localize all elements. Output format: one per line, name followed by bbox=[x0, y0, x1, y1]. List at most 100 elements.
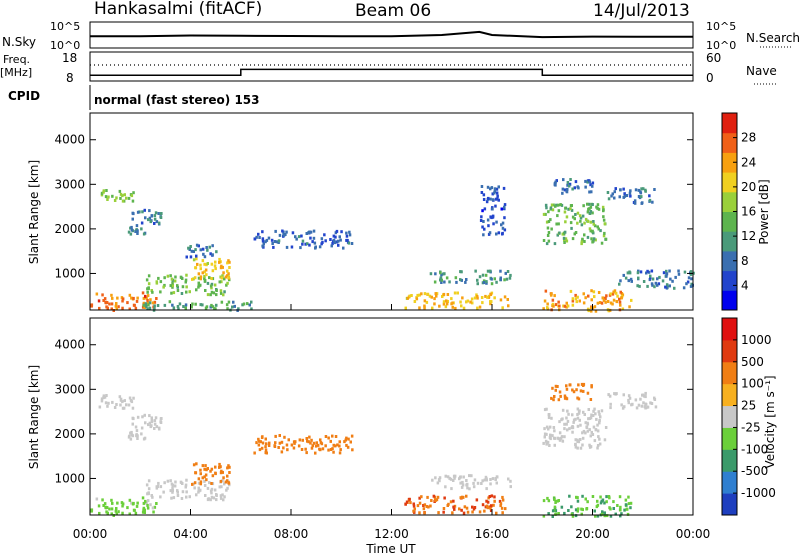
heatmap-cell bbox=[423, 503, 427, 507]
heatmap-cell bbox=[649, 274, 652, 278]
heatmap-cell bbox=[142, 508, 145, 512]
heatmap-cell bbox=[453, 504, 457, 508]
heatmap-cell bbox=[142, 501, 146, 505]
heatmap-cell bbox=[567, 509, 570, 512]
heatmap-cell bbox=[107, 401, 110, 405]
heatmap-cell bbox=[496, 194, 499, 198]
heatmap-cell bbox=[493, 191, 496, 195]
heatmap-cell bbox=[671, 279, 674, 283]
heatmap-cell bbox=[211, 253, 214, 257]
heatmap-cell bbox=[199, 263, 202, 267]
heatmap-cell bbox=[159, 216, 163, 219]
heatmap-cell bbox=[441, 295, 444, 298]
heatmap-cell bbox=[153, 214, 157, 218]
heatmap-cell bbox=[439, 278, 442, 282]
heatmap-cell bbox=[692, 271, 695, 275]
heatmap-cell bbox=[557, 203, 560, 207]
heatmap-cell bbox=[489, 187, 492, 191]
heatmap-cell bbox=[344, 438, 347, 442]
heatmap-cell bbox=[577, 411, 581, 415]
heatmap-cell bbox=[209, 293, 212, 297]
heatmap-cell bbox=[297, 235, 301, 239]
heatmap-cell bbox=[575, 495, 578, 499]
heatmap-cell bbox=[482, 279, 486, 283]
heatmap-cell bbox=[153, 217, 157, 221]
heatmap-cell bbox=[433, 302, 436, 306]
heatmap-cell bbox=[428, 294, 432, 298]
heatmap-cell bbox=[487, 295, 491, 299]
heatmap-cell bbox=[422, 504, 425, 507]
heatmap-cell bbox=[542, 441, 545, 445]
heatmap-cell bbox=[260, 446, 264, 450]
heatmap-cell bbox=[290, 245, 294, 249]
heatmap-cell bbox=[102, 504, 105, 507]
heatmap-cell bbox=[188, 495, 191, 499]
heatmap-cell bbox=[130, 194, 134, 198]
heatmap-cell bbox=[586, 500, 589, 504]
heatmap-cell bbox=[97, 504, 101, 508]
power-colorbar-label: Power [dB] bbox=[757, 179, 771, 244]
heatmap-cell bbox=[471, 301, 474, 305]
heatmap-cell bbox=[603, 511, 606, 515]
heatmap-cell bbox=[565, 301, 568, 305]
heatmap-cell bbox=[194, 266, 198, 270]
heatmap-cell bbox=[573, 186, 576, 190]
heatmap-cell bbox=[590, 430, 593, 434]
heatmap-cell bbox=[459, 481, 462, 485]
heatmap-cell bbox=[503, 295, 507, 299]
heatmap-cell bbox=[108, 302, 111, 306]
heatmap-cell bbox=[199, 303, 202, 307]
heatmap-cell bbox=[318, 245, 322, 249]
heatmap-cell bbox=[335, 240, 339, 244]
heatmap-cell bbox=[558, 390, 562, 394]
heatmap-cell bbox=[211, 244, 214, 248]
heatmap-cell bbox=[599, 495, 602, 499]
heatmap-cell bbox=[219, 289, 223, 293]
heatmap-cell bbox=[135, 429, 139, 433]
heatmap-cell bbox=[225, 488, 228, 492]
heatmap-cell bbox=[458, 477, 461, 481]
heatmap-cell bbox=[114, 304, 118, 308]
heatmap-cell bbox=[211, 269, 215, 273]
heatmap-cell bbox=[485, 281, 488, 285]
heatmap-cell bbox=[557, 437, 561, 441]
heatmap-cell bbox=[563, 396, 567, 400]
heatmap-cell bbox=[203, 277, 206, 281]
heatmap-cell bbox=[478, 510, 482, 514]
heatmap-cell bbox=[605, 294, 608, 298]
heatmap-cell bbox=[689, 284, 693, 288]
heatmap-cell bbox=[554, 180, 557, 184]
heatmap-cell bbox=[98, 405, 102, 409]
heatmap-cell bbox=[598, 442, 602, 446]
heatmap-cell bbox=[482, 220, 485, 223]
heatmap-cell bbox=[585, 507, 588, 511]
heatmap-cell bbox=[209, 498, 212, 502]
heatmap-cell bbox=[147, 282, 151, 286]
heatmap-cell bbox=[466, 510, 470, 514]
heatmap-cell bbox=[431, 478, 434, 482]
heatmap-cell bbox=[121, 502, 125, 506]
heatmap-cell bbox=[565, 190, 569, 194]
heatmap-cell bbox=[203, 467, 206, 471]
heatmap-cell bbox=[121, 511, 124, 515]
heatmap-cell bbox=[301, 239, 305, 243]
heatmap-cell bbox=[650, 269, 654, 273]
heatmap-cell bbox=[580, 242, 583, 246]
heatmap-cell bbox=[495, 511, 498, 515]
heatmap-cell bbox=[557, 222, 560, 226]
heatmap-cell bbox=[571, 215, 575, 219]
heatmap-cell bbox=[451, 301, 454, 305]
heatmap-cell bbox=[571, 514, 575, 518]
heatmap-cell bbox=[559, 203, 562, 207]
heatmap-cell bbox=[408, 497, 411, 501]
heatmap-cell bbox=[219, 471, 223, 475]
heatmap-cell bbox=[452, 474, 456, 478]
heatmap-cell bbox=[315, 441, 318, 445]
heatmap-cell bbox=[277, 241, 280, 244]
heatmap-cell bbox=[586, 391, 590, 395]
heatmap-cell bbox=[604, 237, 608, 241]
heatmap-cell bbox=[149, 298, 152, 302]
colorbar-tick-label: 28 bbox=[741, 131, 756, 145]
heatmap-cell bbox=[115, 403, 118, 406]
heatmap-cell bbox=[413, 507, 416, 511]
